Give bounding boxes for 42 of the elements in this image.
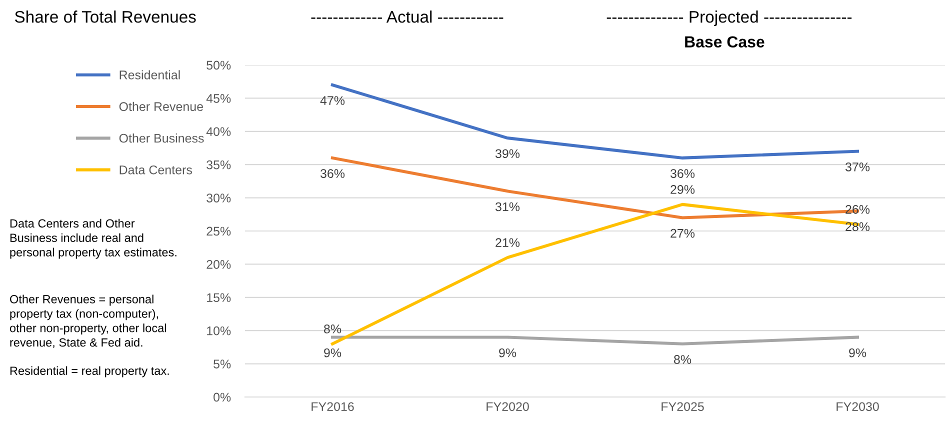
x-tick-label: FY2020 (486, 402, 529, 412)
y-tick-label: 35% (206, 160, 231, 170)
y-tick-label: 40% (206, 127, 231, 136)
y-tick-label: 45% (206, 94, 231, 103)
text: 8% (324, 324, 342, 334)
legend-label: Residential (120, 70, 180, 80)
text: 31% (495, 202, 520, 212)
text: 29% (670, 185, 695, 194)
text: 26% (846, 204, 870, 214)
text: 28% (846, 222, 870, 232)
text: Share of Total Revenues (14, 10, 196, 23)
text: 47% (320, 96, 345, 105)
text: 8% (674, 355, 692, 364)
legend-label: Other Revenue (119, 102, 204, 112)
y-tick-label: 50% (206, 60, 231, 70)
text: 36% (670, 169, 695, 178)
text: 9% (324, 348, 342, 358)
x-tick-label: FY2030 (836, 402, 879, 412)
y-tick-label: 10% (207, 326, 231, 336)
legend-label: Other Business (119, 133, 204, 143)
text: Residential = real property tax. (10, 366, 169, 378)
y-tick-label: 20% (206, 260, 231, 269)
text: 21% (496, 238, 520, 247)
y-tick-label: 0% (214, 392, 231, 402)
y-tick-label: 5% (214, 360, 231, 368)
y-tick-label: 25% (206, 226, 231, 236)
text: 39% (495, 149, 520, 158)
text: Other Revenues = personal property tax (non-computer), other non-property, other local revenue, State & Fed aid. (10, 294, 166, 348)
y-tick-label: 15% (207, 293, 231, 302)
text: 9% (849, 348, 866, 358)
y-tick-label: 30% (206, 194, 231, 202)
x-tick-label: FY2025 (662, 402, 704, 412)
text: ------------- Actual ------------ (311, 10, 504, 23)
text: 27% (670, 228, 695, 238)
text: Data Centers and Other Business include real and personal property tax estimates. (10, 218, 176, 259)
text: 36% (320, 169, 345, 178)
text: 9% (499, 348, 516, 358)
x-tick-label: FY2016 (312, 402, 354, 412)
legend-label: Data Centers (120, 165, 192, 174)
text: -------------- Projected ---------------- (606, 10, 852, 26)
text: Base Case (685, 36, 764, 48)
text: 37% (845, 162, 870, 172)
